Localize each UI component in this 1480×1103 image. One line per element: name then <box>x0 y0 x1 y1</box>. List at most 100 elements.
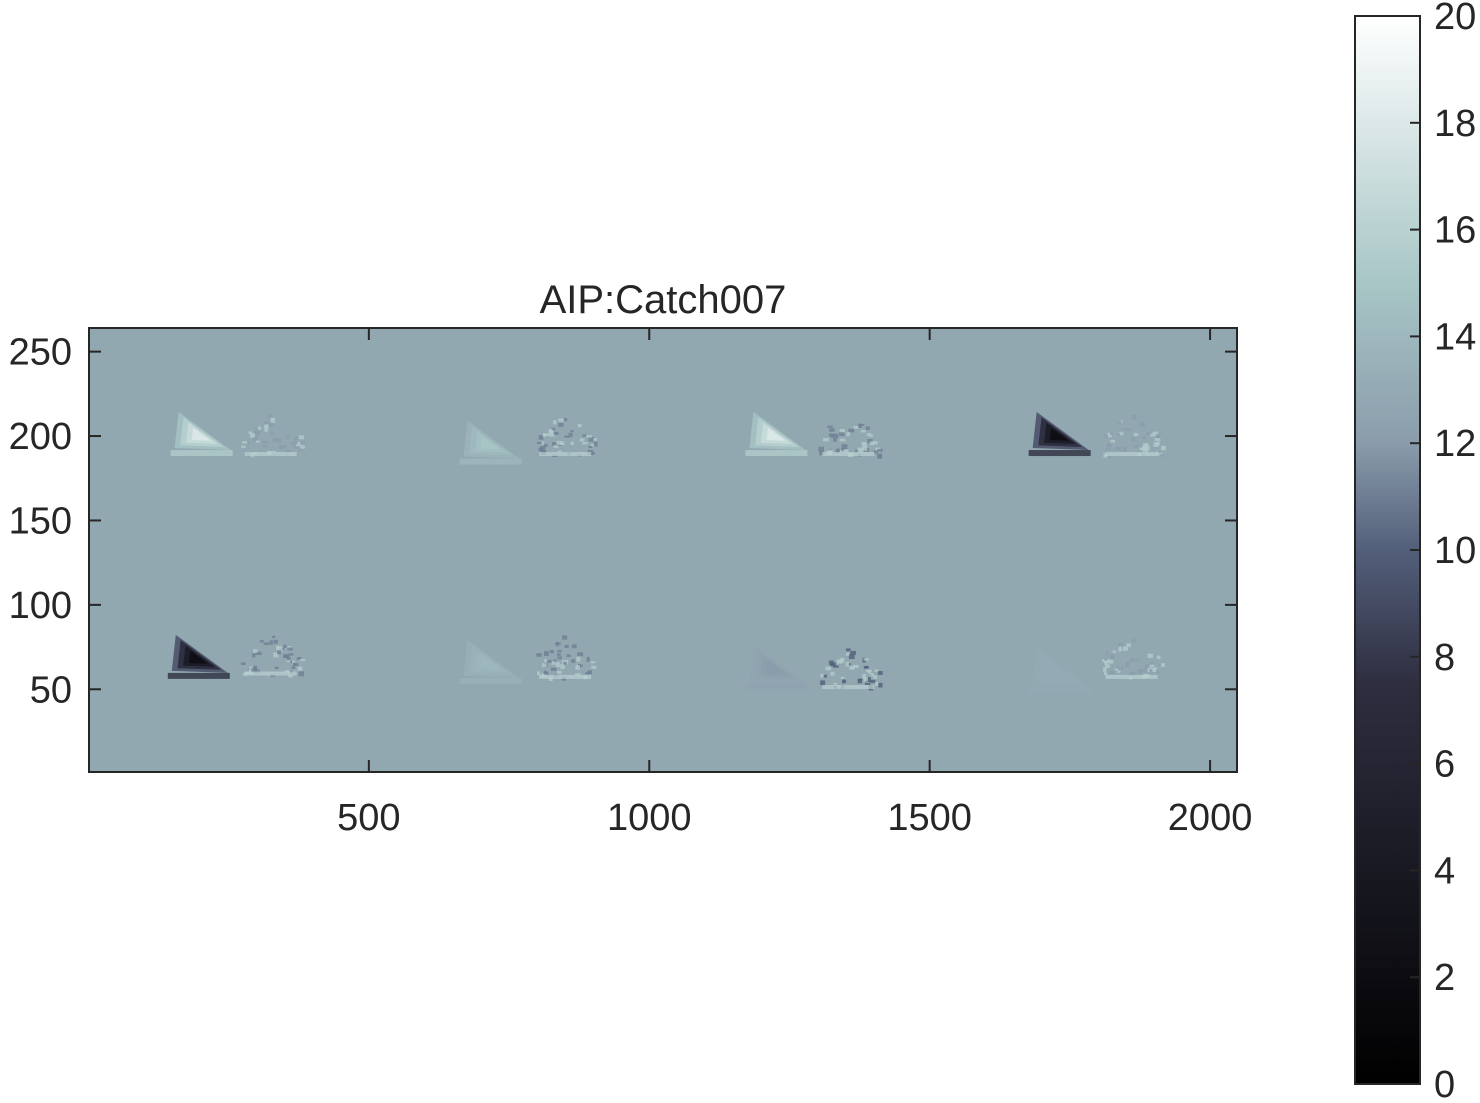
x-tick-label: 2000 <box>1168 797 1253 839</box>
blob-speckle <box>855 449 860 453</box>
blob-speckle <box>560 664 565 669</box>
blob-base <box>822 685 875 690</box>
blob-speckle <box>874 669 879 672</box>
blob-speckle <box>1126 643 1131 647</box>
blob-speckle <box>1142 436 1146 440</box>
blob-speckle <box>1103 672 1108 676</box>
blob-speckle <box>273 652 279 658</box>
blob-speckle <box>848 428 855 433</box>
blob-speckle <box>568 432 573 438</box>
blob-speckle <box>566 654 571 658</box>
blob-speckle <box>820 680 826 686</box>
blob-speckle <box>823 674 827 678</box>
blob-speckle <box>850 650 856 655</box>
blob-speckle <box>551 661 556 665</box>
blob-speckle <box>298 671 305 677</box>
blob-base <box>745 450 808 457</box>
blob-speckle <box>835 448 840 453</box>
chart-title: AIP:Catch007 <box>540 278 787 322</box>
blob-speckle <box>591 452 595 455</box>
plot-area: 500 1000 1500 2000 50 100 150 200 250 <box>9 327 1252 839</box>
blob-speckle <box>261 440 268 444</box>
blob-speckle <box>555 642 559 647</box>
blob-speckle <box>579 438 585 442</box>
blob-layer <box>1049 427 1069 441</box>
heatmap-blob <box>240 635 306 678</box>
blob-base <box>539 452 592 457</box>
blob-speckle <box>1156 655 1161 659</box>
blob-speckle <box>1137 450 1143 453</box>
blob-speckle <box>841 448 845 451</box>
blob-speckle <box>1132 415 1137 420</box>
blob-speckle <box>294 440 298 445</box>
blob-speckle <box>862 445 868 451</box>
blob-speckle <box>1121 428 1128 431</box>
blob-speckle <box>1112 650 1116 653</box>
blob-speckle <box>825 666 832 671</box>
blob-speckle <box>1159 453 1165 457</box>
colorbar-tick-label: 4 <box>1434 850 1455 892</box>
blob-speckle <box>839 429 845 434</box>
blob-speckle <box>270 417 276 423</box>
heatmap-blob <box>1028 648 1091 693</box>
blob-speckle <box>1103 453 1108 458</box>
x-axis: 500 1000 1500 2000 <box>337 328 1252 839</box>
blob-speckle <box>298 447 303 451</box>
blob-speckle <box>543 433 550 437</box>
blob-speckle <box>845 648 851 652</box>
blob-speckle <box>563 661 567 665</box>
blob-speckle <box>574 673 581 676</box>
blob-speckle <box>543 444 548 447</box>
blob-speckle <box>1144 664 1149 669</box>
blob-speckle <box>823 438 829 442</box>
blob-speckle <box>849 666 855 670</box>
blob-speckle <box>558 418 564 422</box>
colorbar-tick-label: 6 <box>1434 744 1455 786</box>
blob-layer <box>766 427 786 441</box>
blob-speckle <box>1101 659 1107 662</box>
heatmap-blob <box>1028 412 1091 457</box>
blob-speckle <box>269 640 273 645</box>
blob-speckle <box>264 424 269 428</box>
colorbar-tick-label: 14 <box>1434 316 1476 358</box>
blob-speckle <box>253 665 258 670</box>
blob-speckle <box>251 667 258 673</box>
blob-layer <box>1049 664 1069 678</box>
blob-speckle <box>543 670 548 675</box>
blob-speckle <box>562 635 568 640</box>
blob-speckle <box>836 659 843 664</box>
blob-speckle <box>582 434 588 437</box>
blob-speckle <box>873 450 879 454</box>
colorbar-tick-label: 20 <box>1434 0 1476 38</box>
blob-speckle <box>848 654 855 660</box>
blob-speckle <box>1116 433 1121 436</box>
blob-speckle <box>283 655 288 658</box>
blob-base <box>244 671 297 676</box>
blob-layer <box>480 436 500 450</box>
blob-speckle <box>1150 434 1156 437</box>
blob-speckle <box>1153 442 1159 448</box>
heatmap-blob <box>170 412 233 457</box>
blob-speckle <box>1129 671 1136 676</box>
blob-speckle <box>577 424 582 428</box>
blob-speckle <box>863 658 869 661</box>
blob-speckle <box>1140 422 1146 427</box>
blob-speckle <box>1133 433 1139 437</box>
blob-base <box>459 458 522 465</box>
blob-speckle <box>252 653 256 658</box>
blob-speckle <box>846 432 850 437</box>
blob-speckle <box>577 652 584 657</box>
blob-speckle <box>263 642 270 645</box>
blob-speckle <box>293 444 299 449</box>
blob-speckle <box>241 445 246 448</box>
x-tick-label: 500 <box>337 797 400 839</box>
colorbar-tick-label: 2 <box>1434 957 1455 999</box>
blob-speckle <box>877 671 883 675</box>
blob-speckle <box>292 660 296 666</box>
blob-speckle <box>295 441 301 447</box>
blob-layer <box>188 650 208 664</box>
blob-speckle <box>283 644 287 649</box>
blob-speckle <box>1122 446 1128 452</box>
colorbar-tick-label: 0 <box>1434 1064 1455 1103</box>
blob-speckle <box>838 432 845 436</box>
